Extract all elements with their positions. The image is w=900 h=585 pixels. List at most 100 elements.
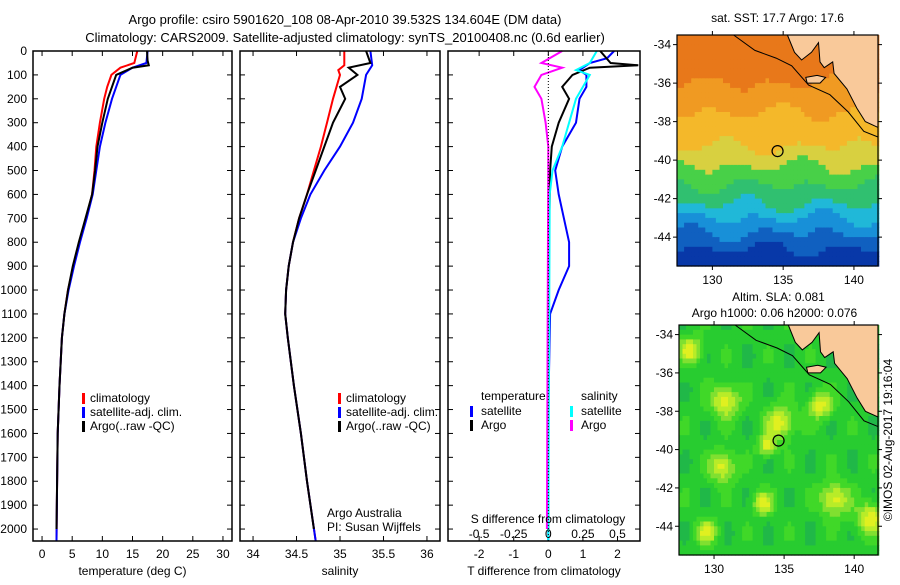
legend-label: Argo [481, 418, 507, 432]
x-tick-label: 25 [186, 547, 200, 561]
legend-swatch [82, 421, 85, 432]
x-tick-label: 20 [156, 547, 170, 561]
figure-title-line1: Argo profile: csiro 5901620_108 08-Apr-2… [129, 12, 562, 27]
x-tick-label: 1 [580, 547, 587, 561]
lon-tick-label: 140 [844, 273, 864, 287]
legend-swatch [338, 421, 341, 432]
y-tick-label: 1100 [1, 307, 27, 321]
temperature-panel: 0 100 200 300 400 500 600 700 800 900 1000 1100 1200… [0, 44, 232, 578]
legend-label: satellite-adj. clim. [90, 405, 182, 419]
x-tick-label: 30 [216, 547, 230, 561]
credit-annotation: PI: Susan Wijffels [327, 520, 421, 534]
map-title: Argo h1000: 0.06 h2000: 0.076 [692, 306, 858, 320]
legend-label: climatology [90, 391, 150, 405]
lat-tick-label: -44 [654, 230, 672, 244]
y-tick-label: 1300 [0, 355, 27, 369]
y-tick-label: 600 [7, 187, 27, 201]
lat-tick-label: -36 [656, 366, 674, 380]
legend-swatch [338, 407, 341, 418]
legend-heading: temperature [481, 389, 546, 403]
x-tick-label: 34 [246, 547, 260, 561]
legend-label: satellite [581, 404, 622, 418]
x-tick-label: 10 [96, 547, 110, 561]
series-line-temperature-argo [548, 51, 638, 529]
y-tick-label: 1200 [0, 331, 27, 345]
copyright-label: ©IMOS 02-Aug-2017 19:16:04 [881, 359, 895, 522]
s-tick-label: -0.5 [469, 527, 490, 541]
y-tick-label: 1700 [0, 450, 27, 464]
legend-heading: salinity [581, 389, 618, 403]
y-tick-label: 400 [7, 140, 27, 154]
legend-swatch [338, 393, 341, 404]
y-tick-label: 1900 [0, 498, 27, 512]
series-line-climatology [57, 51, 138, 541]
lat-tick-label: -40 [656, 443, 674, 457]
x-axis-label: T difference from climatology [467, 564, 621, 578]
lon-tick-label: 140 [844, 562, 864, 576]
y-tick-label: 100 [7, 68, 27, 82]
s-tick-label: 0 [545, 527, 552, 541]
x-tick-label: 0 [545, 547, 552, 561]
credit-annotation: Argo Australia [327, 506, 402, 520]
plot-frame [33, 51, 232, 541]
legend-swatch [570, 406, 573, 417]
lat-tick-label: -40 [654, 153, 672, 167]
figure-title-line2: Climatology: CARS2009. Satellite-adjuste… [85, 30, 605, 45]
lat-tick-label: -38 [656, 404, 674, 418]
x-axis-label: temperature (deg C) [78, 564, 186, 578]
y-tick-label: 800 [7, 235, 27, 249]
lon-tick-label: 130 [704, 562, 724, 576]
y-tick-label: 900 [7, 259, 27, 273]
y-tick-label: 1600 [0, 426, 27, 440]
plot-frame [240, 51, 440, 541]
y-tick-label: 300 [7, 116, 27, 130]
legend-label: Argo(..raw -QC) [90, 419, 175, 433]
y-tick-label: 700 [7, 211, 27, 225]
lon-tick-label: 130 [702, 273, 722, 287]
legend-label: Argo(..raw -QC) [346, 419, 431, 433]
y-tick-label: 1500 [0, 403, 27, 417]
s-tick-label: 0.25 [571, 527, 595, 541]
legend-swatch [470, 406, 473, 417]
lat-tick-label: -34 [654, 38, 672, 52]
y-tick-label: 500 [7, 164, 27, 178]
x-tick-label: 34.5 [285, 547, 309, 561]
x-tick-label: 35.5 [372, 547, 396, 561]
x-tick-label: 36 [420, 547, 434, 561]
series-line-satellite-adj-clim- [285, 51, 372, 541]
x-tick-label: -2 [474, 547, 485, 561]
x-tick-label: 15 [126, 547, 140, 561]
series-line-argo-raw-qc- [57, 51, 149, 529]
y-tick-label: 1400 [0, 379, 27, 393]
x-tick-label: 2 [614, 547, 621, 561]
legend-swatch [82, 393, 85, 404]
legend-label: climatology [346, 391, 406, 405]
x-tick-label: -1 [508, 547, 519, 561]
x-tick-label: 5 [69, 547, 76, 561]
y-tick-label: 0 [20, 44, 27, 58]
y-tick-label: 2000 [0, 522, 27, 536]
lon-tick-label: 135 [773, 273, 793, 287]
map-title: Altim. SLA: 0.081 [732, 290, 825, 304]
lat-tick-label: -36 [654, 76, 672, 90]
legend-swatch [470, 420, 473, 431]
legend-label: Argo [581, 418, 607, 432]
s-axis-label: S difference from climatology [471, 512, 626, 526]
x-tick-label: 35 [333, 547, 347, 561]
y-tick-label: 200 [7, 92, 27, 106]
lat-tick-label: -42 [654, 192, 672, 206]
y-tick-label: 1000 [0, 283, 27, 297]
series-line-climatology [285, 51, 344, 541]
lat-tick-label: -44 [656, 519, 674, 533]
s-tick-label: 0.5 [609, 527, 626, 541]
lat-tick-label: -34 [656, 328, 674, 342]
lat-tick-label: -42 [656, 481, 674, 495]
difference-panel: -2 -1 0 1 2 T difference from climatology -0.5… [448, 51, 640, 578]
map-title: sat. SST: 17.7 Argo: 17.6 [711, 11, 844, 25]
legend-swatch [82, 407, 85, 418]
s-tick-label: -0.25 [500, 527, 528, 541]
